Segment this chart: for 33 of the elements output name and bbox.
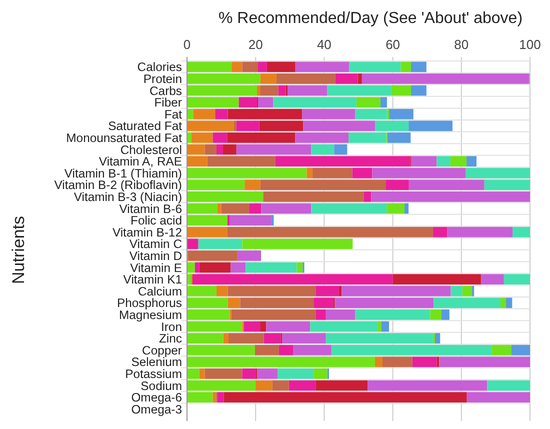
y-tick-label: Monounsaturated Fat: [66, 130, 183, 145]
y-tick-label: Zinc: [158, 332, 182, 346]
y-tick-label: Potassium: [125, 366, 182, 381]
y-tick-label: Fiber: [154, 96, 182, 110]
y-tick-label: Calcium: [138, 284, 182, 298]
y-tick-label: Iron: [160, 320, 182, 334]
y-tick-label: Cholesterol: [120, 142, 182, 157]
y-tick-label: Vitamin A, RAE: [98, 154, 182, 169]
y-tick-label: Carbs: [149, 84, 182, 98]
y-tick-label: Vitamin B-12: [112, 225, 182, 240]
x-tick-label: 20: [248, 37, 263, 52]
y-axis-title: Nutrients: [9, 216, 28, 284]
x-axis-title: % Recommended/Day (See 'About' above): [218, 10, 523, 27]
y-tick-label: Saturated Fat: [108, 119, 183, 134]
y-tick-label: Magnesium: [119, 308, 182, 322]
x-tick-label: 100: [519, 37, 541, 52]
y-tick-label: Copper: [142, 343, 182, 358]
y-tick-label: Sodium: [140, 378, 182, 393]
x-tick-label: 0: [183, 37, 191, 52]
x-tick-label: 40: [316, 37, 332, 52]
y-tick-label: Calories: [137, 60, 182, 74]
y-tick-label: Vitamin E: [130, 260, 182, 275]
y-tick-label: Vitamin K1: [123, 272, 182, 287]
y-tick-label: Vitamin D: [129, 248, 182, 263]
y-tick-label: Vitamin B-1 (Thiamin): [64, 166, 182, 180]
x-tick-label: 80: [454, 37, 469, 52]
y-tick-label: Vitamin C: [129, 237, 182, 252]
y-tick-label: Phosphorus: [116, 296, 182, 310]
y-tick-label: Protein: [143, 72, 182, 86]
x-tick-label: 60: [386, 37, 400, 52]
y-tick-label: Fat: [164, 107, 183, 122]
y-tick-label: Folic acid: [130, 214, 182, 228]
y-tick-label: Omega-6: [131, 390, 182, 405]
